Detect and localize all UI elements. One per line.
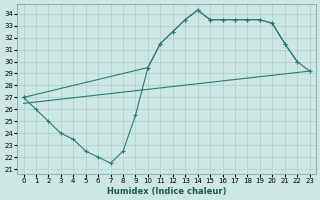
X-axis label: Humidex (Indice chaleur): Humidex (Indice chaleur)	[107, 187, 226, 196]
